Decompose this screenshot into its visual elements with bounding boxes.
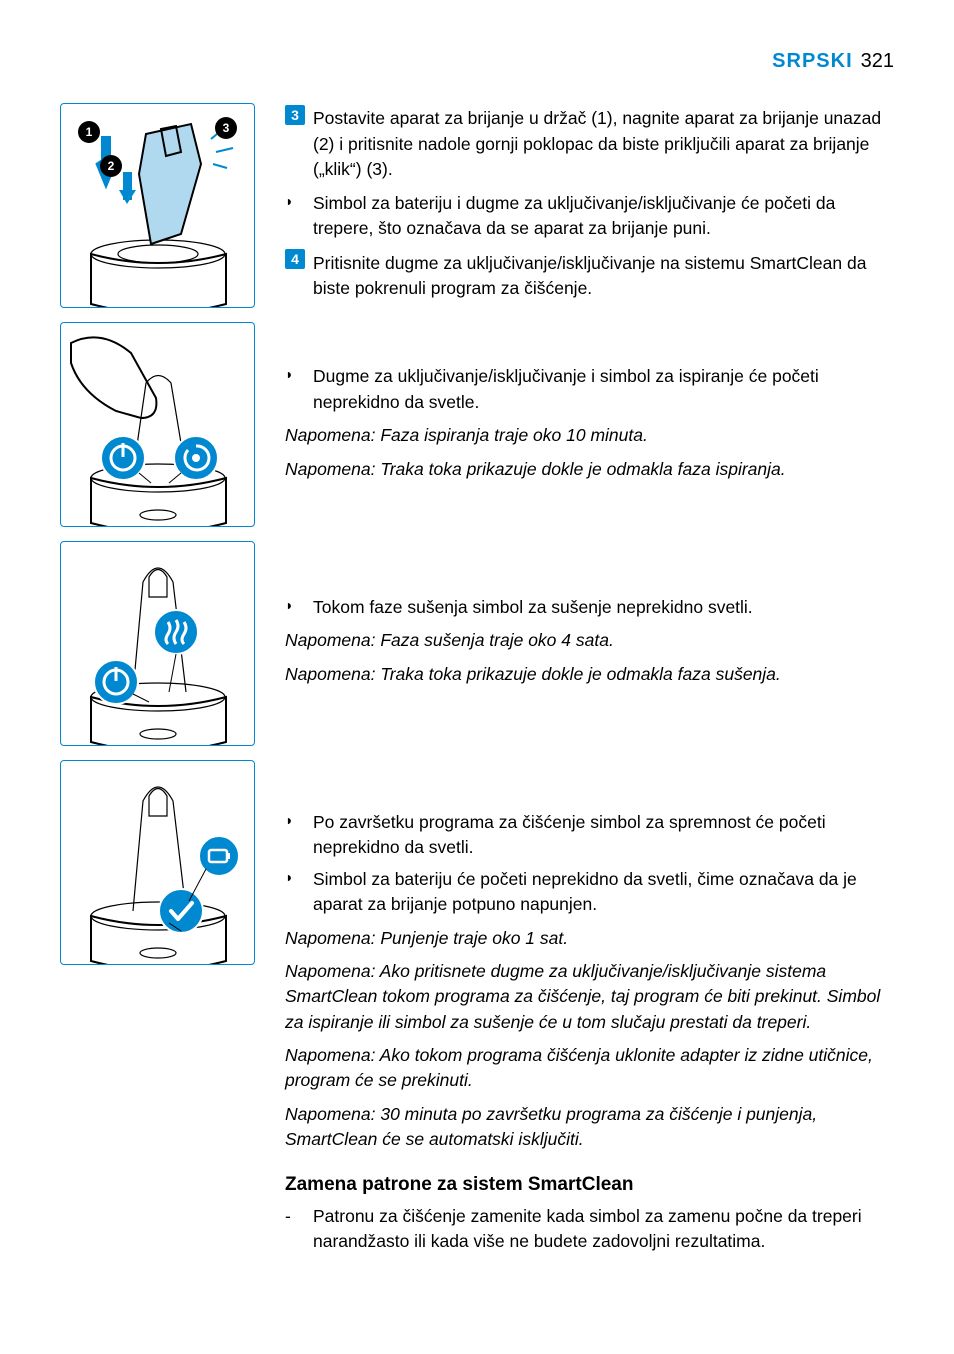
step-number-badge: 3: [285, 105, 305, 125]
bullet-battery-full: ◗ Simbol za bateriju će početi neprekidn…: [285, 867, 894, 918]
note-interrupt-button: Napomena: Ako pritisnete dugme za uključ…: [285, 959, 894, 1035]
bullet-ready-light: ◗ Po završetku programa za čišćenje simb…: [285, 810, 894, 861]
note-charge-duration: Napomena: Punjenje traje oko 1 sat.: [285, 926, 894, 951]
figure-drying: [60, 541, 255, 746]
note-auto-off: Napomena: 30 minuta po završetku program…: [285, 1102, 894, 1153]
language-label: SRPSKI: [772, 50, 852, 72]
step-4: 4 Pritisnite dugme za uključivanje/isklj…: [285, 247, 894, 301]
figure-ready: [60, 760, 255, 965]
step-3: 3 Postavite aparat za brijanje u držač (…: [285, 103, 894, 183]
bullet-drying-light: ◗ Tokom faze sušenja simbol za sušenje n…: [285, 595, 894, 620]
page-number: 321: [861, 50, 894, 72]
step-4-text: Pritisnite dugme za uključivanje/isključ…: [313, 251, 894, 302]
fig1-label-2: 2: [108, 159, 115, 173]
note-drying-progress: Napomena: Traka toka prikazuje dokle je …: [285, 662, 894, 687]
bullet-icon: ◗: [285, 810, 313, 861]
note-interrupt-adapter: Napomena: Ako tokom programa čišćenja uk…: [285, 1043, 894, 1094]
fig1-label-3: 3: [223, 121, 230, 135]
bullet-icon: ◗: [285, 191, 313, 242]
note-rinse-progress: Napomena: Traka toka prikazuje dokle je …: [285, 457, 894, 482]
fig1-label-1: 1: [86, 125, 93, 139]
dash-replace-instruction: - Patronu za čišćenje zamenite kada simb…: [285, 1204, 894, 1255]
step-3-text: Postavite aparat za brijanje u držač (1)…: [313, 106, 894, 182]
page-header: SRPSKI 321: [60, 50, 894, 73]
bullet-icon: ◗: [285, 364, 313, 415]
text-column: 3 Postavite aparat za brijanje u držač (…: [285, 103, 894, 1261]
dash-icon: -: [285, 1204, 313, 1255]
bullet-battery-blink: ◗ Simbol za bateriju i dugme za uključiv…: [285, 191, 894, 242]
note-drying-duration: Napomena: Faza sušenja traje oko 4 sata.: [285, 628, 894, 653]
step-number-badge: 4: [285, 249, 305, 269]
bullet-icon: ◗: [285, 867, 313, 918]
figure-press-power: [60, 322, 255, 527]
note-rinse-duration: Napomena: Faza ispiranja traje oko 10 mi…: [285, 423, 894, 448]
figure-insert-shaver: 1 2 3: [60, 103, 255, 308]
bullet-rinse-light: ◗ Dugme za uključivanje/isključivanje i …: [285, 364, 894, 415]
subheading-replace-cartridge: Zamena patrone za sistem SmartClean: [285, 1171, 894, 1199]
figure-column: 1 2 3: [60, 103, 265, 1261]
bullet-icon: ◗: [285, 595, 313, 620]
